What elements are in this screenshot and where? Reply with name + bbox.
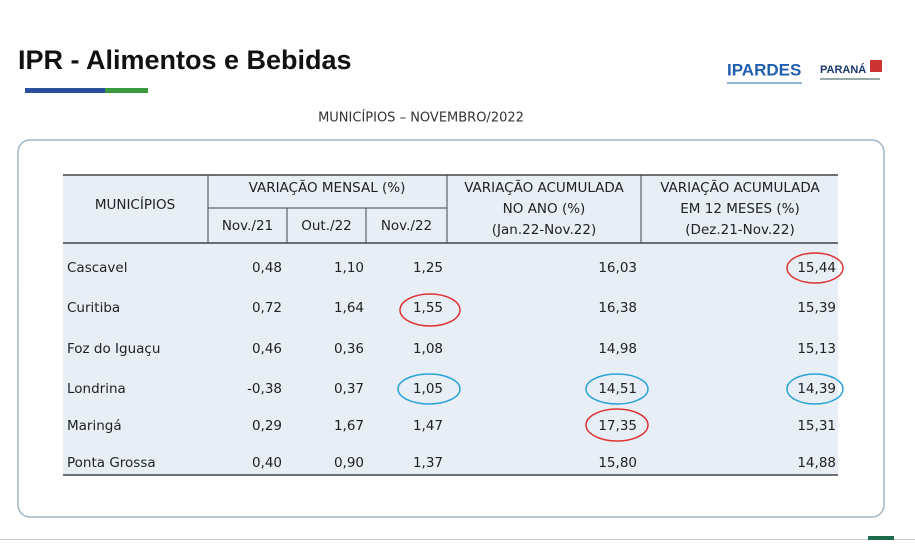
- column-header: (Jan.22-Nov.22): [492, 222, 596, 238]
- cell-value: 14,51: [598, 381, 637, 397]
- cell-value: 15,80: [598, 455, 637, 471]
- cell-value: 14,39: [797, 381, 836, 397]
- column-header: VARIAÇÃO ACUMULADA: [464, 179, 624, 196]
- row-label: Cascavel: [67, 260, 127, 276]
- highlight-circle: [585, 408, 649, 442]
- title-bar-green: [105, 88, 148, 93]
- footer-mark: [868, 536, 894, 540]
- row-label: Foz do Iguaçu: [67, 341, 160, 357]
- cell-value: 0,40: [252, 455, 282, 471]
- cell-value: 15,13: [797, 341, 836, 357]
- title-bar-blue: [25, 88, 105, 93]
- table-background: [63, 175, 838, 475]
- cell-value: 15,39: [797, 300, 836, 316]
- cell-value: 16,03: [598, 260, 637, 276]
- row-label: Maringá: [67, 418, 122, 434]
- column-header: MUNICÍPIOS: [95, 196, 175, 213]
- subcolumn-header: Out./22: [301, 218, 352, 234]
- logo-ipardes: IPARDES: [727, 60, 801, 79]
- highlight-circle: [585, 373, 649, 405]
- cell-value: 1,47: [413, 418, 443, 434]
- subcolumn-header: Nov./22: [381, 218, 432, 234]
- cell-value: 1,55: [413, 300, 443, 316]
- cell-value: 0,37: [334, 381, 364, 397]
- highlight-circle: [786, 373, 844, 405]
- logo-ipardes-sub: [727, 82, 802, 84]
- column-header: NO ANO (%): [503, 201, 586, 217]
- highlight-circle: [397, 373, 461, 405]
- cell-value: 17,35: [598, 418, 637, 434]
- table: MUNICÍPIOS VARIAÇÃO MENSAL (%) VARIAÇÃO AC…: [63, 174, 838, 476]
- column-header: VARIAÇÃO ACUMULADA: [660, 179, 820, 196]
- title: IPR - Alimentos e Bebidas: [18, 45, 352, 75]
- annotations: [397, 252, 844, 442]
- highlight-circle: [786, 252, 844, 284]
- cell-value: 14,98: [598, 341, 637, 357]
- cell-value: 0,72: [252, 300, 282, 316]
- row-label: Ponta Grossa: [67, 455, 156, 471]
- cell-value: 1,67: [334, 418, 364, 434]
- cell-value: -0,38: [247, 381, 282, 397]
- cell-value: 1,64: [334, 300, 364, 316]
- cell-value: 16,38: [598, 300, 637, 316]
- cell-value: 1,25: [413, 260, 443, 276]
- cell-value: 0,90: [334, 455, 364, 471]
- logo-crest: [870, 60, 882, 72]
- subtitle: MUNICÍPIOS – NOVEMBRO/2022: [318, 110, 524, 126]
- column-header: VARIAÇÃO MENSAL (%): [249, 179, 406, 196]
- cell-value: 15,31: [797, 418, 836, 434]
- cell-value: 0,36: [334, 341, 364, 357]
- row-label: Curitiba: [67, 300, 120, 316]
- row-label: Londrina: [67, 381, 126, 397]
- cell-value: 1,08: [413, 341, 443, 357]
- cell-value: 1,37: [413, 455, 443, 471]
- cell-value: 1,10: [334, 260, 364, 276]
- footer-line: [0, 539, 915, 540]
- subcolumn-header: Nov./21: [222, 218, 273, 234]
- cell-value: 0,29: [252, 418, 282, 434]
- cell-value: 15,44: [797, 260, 836, 276]
- cell-value: 0,48: [252, 260, 282, 276]
- cell-value: 14,88: [797, 455, 836, 471]
- cell-value: 1,05: [413, 381, 443, 397]
- logo-parana-sub: [820, 78, 880, 80]
- highlight-circle: [399, 293, 461, 327]
- logo-parana: PARANÁ: [820, 63, 866, 76]
- column-header: (Dez.21-Nov.22): [685, 222, 794, 238]
- column-header: EM 12 MESES (%): [680, 201, 799, 217]
- cell-value: 0,46: [252, 341, 282, 357]
